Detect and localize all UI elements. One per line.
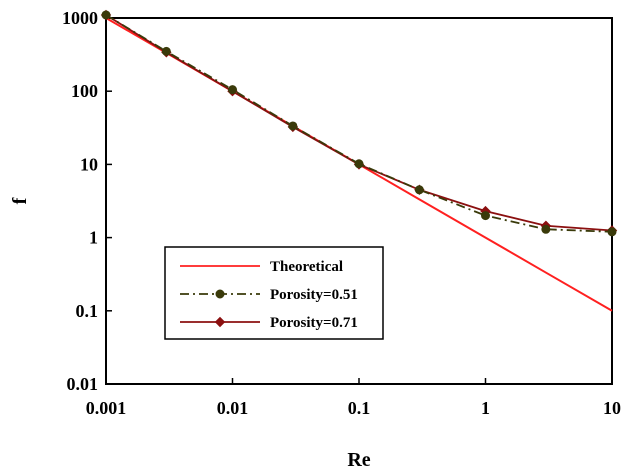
legend-marker (214, 316, 226, 328)
legend-marker-porosity-051 (215, 289, 225, 299)
legend-box (164, 246, 384, 340)
series-porosity-0-71 (100, 9, 618, 236)
x-tick-label: 0.1 (348, 398, 371, 418)
y-axis-title: f (9, 197, 31, 204)
x-tick-label: 0.001 (86, 398, 127, 418)
data-point (354, 159, 364, 169)
legend-label-porosity-051: Porosity=0.51 (270, 287, 358, 303)
x-axis-title: Re (347, 449, 370, 471)
x-tick-label: 0.01 (217, 398, 249, 418)
x-axis-ticks: 0.001 0.01 0.1 1 10 (86, 378, 621, 418)
data-point (414, 185, 424, 195)
series-porosity-0-51 (101, 10, 617, 237)
y-tick-label: 1 (89, 228, 98, 248)
x-tick-label: 10 (603, 398, 621, 418)
x-tick-label: 1 (481, 398, 490, 418)
series-line-porosity-0-71 (105, 14, 613, 232)
data-point (288, 121, 298, 131)
data-point (228, 85, 237, 95)
y-tick-label: 10 (80, 154, 98, 174)
legend-label-theoretical: Theoretical (270, 259, 343, 275)
legend-label-porosity-071: Porosity=0.71 (270, 315, 358, 331)
y-tick-label: 1000 (62, 8, 98, 28)
series-line-porosity-0-51 (105, 14, 613, 233)
y-tick-label: 0.1 (76, 301, 99, 321)
data-point (101, 10, 111, 20)
y-tick-label: 0.01 (67, 374, 99, 394)
series-layer (100, 9, 618, 312)
data-point (541, 224, 551, 234)
y-axis-ticks: 0.01 0.1 1 10 100 1000 (62, 8, 112, 394)
data-point (481, 211, 490, 221)
legend: Theoretical Porosity=0.51 Porosity=0.71 (164, 246, 384, 340)
legend-marker (215, 289, 225, 299)
data-point (161, 46, 171, 56)
y-tick-label: 100 (71, 81, 98, 101)
data-point (607, 227, 617, 237)
legend-marker-porosity-071 (214, 316, 226, 328)
